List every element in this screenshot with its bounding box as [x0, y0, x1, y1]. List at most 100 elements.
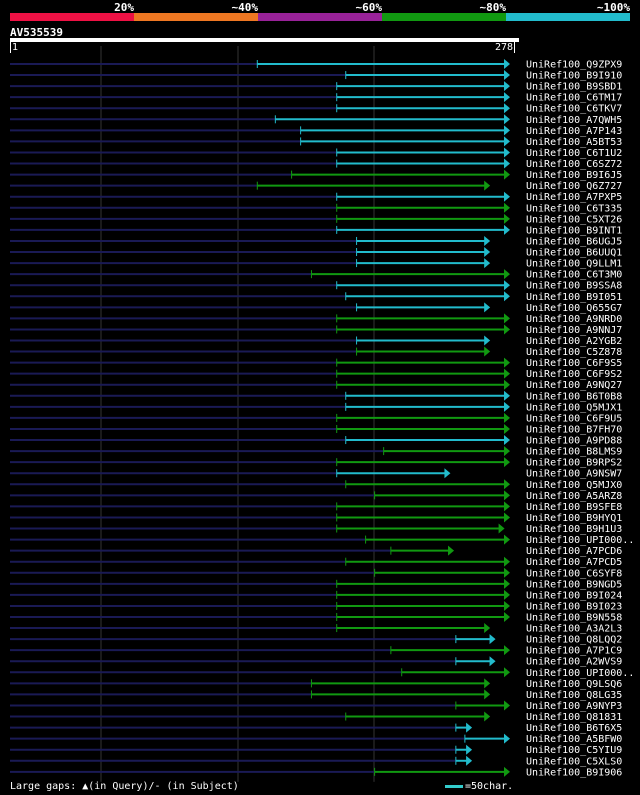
hit-label[interactable]: UniRef100_C6F9U5: [526, 413, 622, 424]
hit-label[interactable]: UniRef100_A7QWH5: [526, 115, 622, 126]
hit-row[interactable]: UniRef100_C6SZ72: [10, 158, 622, 171]
hit-label[interactable]: UniRef100_A5BT53: [526, 137, 622, 148]
hit-label[interactable]: UniRef100_B9INT1: [526, 225, 622, 236]
hit-row[interactable]: UniRef100_B9I6J5: [10, 169, 622, 182]
hit-row[interactable]: UniRef100_A7P143: [10, 125, 622, 137]
hit-row[interactable]: UniRef100_A7P1C9: [10, 645, 622, 657]
hit-label[interactable]: UniRef100_B9SFE8: [526, 502, 622, 513]
hit-label[interactable]: UniRef100_Q9LLM1: [526, 259, 622, 270]
hit-label[interactable]: UniRef100_A9NRD0: [526, 314, 622, 325]
hit-row[interactable]: UniRef100_C5XLS0: [10, 755, 622, 768]
hit-row[interactable]: UniRef100_B8LMS9: [10, 446, 622, 458]
hit-row[interactable]: UniRef100_C6TM17: [10, 92, 622, 104]
hit-label[interactable]: UniRef100_B9I023: [526, 601, 622, 612]
hit-row[interactable]: UniRef100_B6UUQ1: [10, 247, 622, 259]
hit-row[interactable]: UniRef100_A7PCD6: [10, 545, 622, 558]
hit-row[interactable]: UniRef100_B6T0B8: [10, 390, 622, 403]
hit-row[interactable]: UniRef100_C6TKV7: [10, 103, 622, 115]
hit-row[interactable]: UniRef100_Q81831: [10, 711, 622, 724]
hit-row[interactable]: UniRef100_A5ARZ8: [10, 490, 622, 502]
hit-label[interactable]: UniRef100_Q8LG35: [526, 690, 622, 701]
hit-label[interactable]: UniRef100_B9I906: [526, 767, 622, 778]
hit-label[interactable]: UniRef100_C6TKV7: [526, 104, 622, 115]
hit-row[interactable]: UniRef100_C6F9U5: [10, 412, 622, 425]
hit-label[interactable]: UniRef100_B9I910: [526, 71, 622, 82]
hit-row[interactable]: UniRef100_C5Z878: [10, 346, 622, 359]
hit-row[interactable]: UniRef100_Q9LSQ6: [10, 678, 622, 690]
hit-label[interactable]: UniRef100_A9NYP3: [526, 701, 622, 712]
hit-row[interactable]: UniRef100_B9I910: [10, 70, 622, 82]
hit-label[interactable]: UniRef100_C6F9S2: [526, 369, 622, 380]
hit-label[interactable]: UniRef100_C6T335: [526, 203, 622, 214]
hit-label[interactable]: UniRef100_C5XT26: [526, 214, 622, 225]
hit-label[interactable]: UniRef100_A9NNJ7: [526, 325, 622, 336]
hit-row[interactable]: UniRef100_Q9ZPX9: [10, 59, 622, 71]
hit-label[interactable]: UniRef100_A9PD88: [526, 436, 622, 447]
hit-row[interactable]: UniRef100_Q5MJX1: [10, 401, 622, 414]
hit-label[interactable]: UniRef100_B6UGJ5: [526, 236, 622, 247]
hit-label[interactable]: UniRef100_Q9ZPX9: [526, 60, 622, 71]
hit-label[interactable]: UniRef100_C5Z878: [526, 347, 622, 358]
hit-row[interactable]: UniRef100_Q655G7: [10, 302, 622, 314]
hit-label[interactable]: UniRef100_B9N558: [526, 613, 622, 624]
hit-row[interactable]: UniRef100_A2YGB2: [10, 335, 622, 348]
hit-row[interactable]: UniRef100_A9NSW7: [10, 468, 622, 480]
hit-label[interactable]: UniRef100_Q8LQQ2: [526, 635, 622, 646]
hit-row[interactable]: UniRef100_C6T335: [10, 202, 622, 215]
hit-label[interactable]: UniRef100_A2WVS9: [526, 657, 622, 668]
hit-row[interactable]: UniRef100_B9RPS2: [10, 457, 622, 469]
hit-label[interactable]: UniRef100_A7PCD5: [526, 557, 622, 568]
hit-row[interactable]: UniRef100_Q9LLM1: [10, 258, 622, 270]
hit-row[interactable]: UniRef100_A2WVS9: [10, 656, 622, 668]
hit-row[interactable]: UniRef100_B6T6X5: [10, 722, 622, 735]
hit-label[interactable]: UniRef100_B9NGD5: [526, 579, 622, 590]
hit-label[interactable]: UniRef100_C6SYF8: [526, 568, 622, 579]
hit-label[interactable]: UniRef100_Q9LSQ6: [526, 679, 622, 690]
hit-row[interactable]: UniRef100_B9INT1: [10, 224, 622, 237]
hit-label[interactable]: UniRef100_C6SZ72: [526, 159, 622, 170]
hit-label[interactable]: UniRef100_B7FH70: [526, 424, 622, 435]
hit-row[interactable]: UniRef100_C5YIU9: [10, 744, 622, 757]
hit-row[interactable]: UniRef100_A9NRD0: [10, 313, 622, 325]
hit-label[interactable]: UniRef100_Q81831: [526, 712, 622, 723]
hit-label[interactable]: UniRef100_B9I024: [526, 590, 622, 601]
hit-label[interactable]: UniRef100_B9RPS2: [526, 458, 622, 469]
hit-label[interactable]: UniRef100_A3A2L3: [526, 624, 622, 635]
hit-row[interactable]: UniRef100_B9SBD1: [10, 81, 622, 93]
hit-row[interactable]: UniRef100_UPI000..: [10, 534, 634, 547]
hit-label[interactable]: UniRef100_A5BFW0: [526, 734, 622, 745]
hit-label[interactable]: UniRef100_A2YGB2: [526, 336, 622, 347]
hit-label[interactable]: UniRef100_B8LMS9: [526, 447, 622, 458]
hit-label[interactable]: UniRef100_A7P1C9: [526, 646, 622, 657]
hit-label[interactable]: UniRef100_UPI000..: [526, 535, 634, 546]
hit-row[interactable]: UniRef100_Q5MJX0: [10, 479, 622, 491]
hit-label[interactable]: UniRef100_Q655G7: [526, 303, 622, 314]
hit-row[interactable]: UniRef100_A7PXP5: [10, 191, 622, 204]
hit-label[interactable]: UniRef100_A7P143: [526, 126, 622, 137]
hit-row[interactable]: UniRef100_A3A2L3: [10, 623, 622, 635]
hit-label[interactable]: UniRef100_B9I6J5: [526, 170, 622, 181]
hit-row[interactable]: UniRef100_A9NQ27: [10, 379, 622, 392]
hit-row[interactable]: UniRef100_Q8LG35: [10, 689, 622, 701]
hit-label[interactable]: UniRef100_C5XLS0: [526, 756, 622, 767]
hit-label[interactable]: UniRef100_B6UUQ1: [526, 248, 622, 259]
hit-row[interactable]: UniRef100_C6F9S2: [10, 368, 622, 381]
hit-row[interactable]: UniRef100_A9PD88: [10, 435, 622, 447]
hit-label[interactable]: UniRef100_Q6Z727: [526, 181, 622, 192]
hit-label[interactable]: UniRef100_B9SBD1: [526, 82, 622, 93]
hit-row[interactable]: UniRef100_B9HYQ1: [10, 512, 622, 524]
hit-row[interactable]: UniRef100_A5BT53: [10, 136, 622, 148]
hit-label[interactable]: UniRef100_A9NSW7: [526, 469, 622, 480]
hit-row[interactable]: UniRef100_A9NYP3: [10, 700, 622, 712]
hit-label[interactable]: UniRef100_Q5MJX0: [526, 480, 622, 491]
hit-row[interactable]: UniRef100_B9I024: [10, 589, 622, 602]
hit-row[interactable]: UniRef100_A7QWH5: [10, 114, 622, 126]
hit-row[interactable]: UniRef100_B9I906: [10, 766, 622, 779]
hit-label[interactable]: UniRef100_Q5MJX1: [526, 402, 622, 413]
hit-row[interactable]: UniRef100_C6T3M0: [10, 269, 622, 281]
hit-row[interactable]: UniRef100_A7PCD5: [10, 556, 622, 569]
hit-label[interactable]: UniRef100_UPI000..: [526, 668, 634, 679]
hit-row[interactable]: UniRef100_B9H1U3: [10, 523, 622, 536]
hit-label[interactable]: UniRef100_A7PXP5: [526, 192, 622, 203]
hit-label[interactable]: UniRef100_B9H1U3: [526, 524, 622, 535]
